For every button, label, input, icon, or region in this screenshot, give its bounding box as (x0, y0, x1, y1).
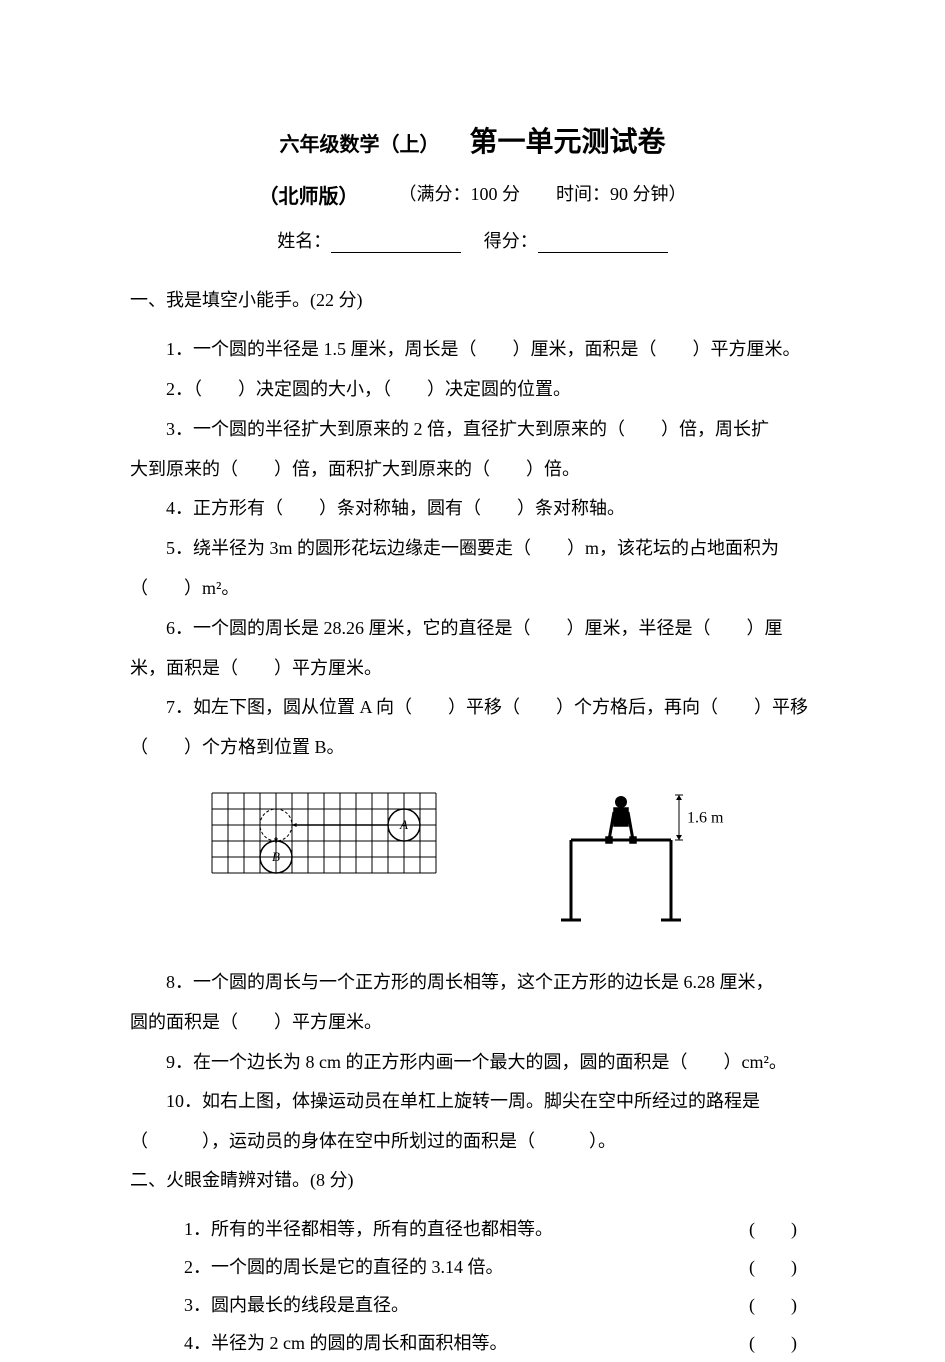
q1-5b: （ ）m²。 (130, 570, 815, 608)
q2-4-paren[interactable]: ( ) (749, 1325, 797, 1362)
svg-text:A: A (399, 817, 408, 832)
score-blank[interactable] (538, 235, 668, 253)
section2-title: 二、火眼金睛辨对错。(8 分) (130, 1163, 815, 1197)
q1-10a: 10．如右上图，体操运动员在单杠上旋转一周。脚尖在空中所经过的路程是 (130, 1083, 815, 1121)
score-time-info: （满分：100 分 时间：90 分钟） (399, 180, 687, 209)
q1-6b: 米，面积是（ ）平方厘米。 (130, 650, 815, 688)
q1-2: 2．（ ）决定圆的大小，（ ）决定圆的位置。 (130, 371, 815, 409)
q2-2: 2．一个圆的周长是它的直径的 3.14 倍。 (184, 1249, 504, 1287)
q1-6a: 6．一个圆的周长是 28.26 厘米，它的直径是（ ）厘米，半径是（ ）厘 (130, 610, 815, 648)
q1-3a: 3．一个圆的半径扩大到原来的 2 倍，直径扩大到原来的（ ）倍，周长扩 (130, 411, 815, 449)
gymnast-figure: 1.6 m (551, 785, 741, 940)
q1-7a: 7．如左下图，圆从位置 A 向（ ）平移（ ）个方格后，再向（ ）平移 (130, 689, 815, 727)
grade-label: 六年级数学（上） (279, 128, 439, 157)
q1-5a: 5．绕半径为 3m 的圆形花坛边缘走一圈要走（ ）m，该花坛的占地面积为 (130, 530, 815, 568)
q1-1: 1．一个圆的半径是 1.5 厘米，周长是（ ）厘米，面积是（ ）平方厘米。 (130, 331, 815, 369)
section1-title: 一、我是填空小能手。(22 分) (130, 283, 815, 317)
q1-10b: （ ），运动员的身体在空中所划过的面积是（ ）。 (130, 1123, 815, 1161)
q2-3: 3．圆内最长的线段是直径。 (184, 1287, 409, 1325)
svg-text:B: B (272, 849, 280, 864)
q1-8b: 圆的面积是（ ）平方厘米。 (130, 1004, 815, 1042)
q1-7b: （ ）个方格到位置 B。 (130, 729, 815, 767)
q2-1: 1．所有的半径都相等，所有的直径也都相等。 (184, 1211, 553, 1249)
edition-label: （北师版） (259, 180, 359, 209)
q1-4: 4．正方形有（ ）条对称轴，圆有（ ）条对称轴。 (130, 490, 815, 528)
q1-8a: 8．一个圆的周长与一个正方形的周长相等，这个正方形的边长是 6.28 厘米， (130, 964, 815, 1002)
q2-4: 4．半径为 2 cm 的圆的周长和面积相等。 (184, 1325, 508, 1362)
main-title: 第一单元测试卷 (469, 120, 665, 160)
q2-2-paren[interactable]: ( ) (749, 1249, 797, 1287)
grid-svg: AB (204, 785, 444, 881)
q2-3-paren[interactable]: ( ) (749, 1287, 797, 1325)
name-score-row: 姓名： 得分： (130, 227, 815, 253)
grid-figure: AB (204, 785, 444, 881)
gymnast-svg: 1.6 m (551, 785, 741, 935)
score-label: 得分： (484, 231, 538, 251)
q1-3b: 大到原来的（ ）倍，面积扩大到原来的（ ）倍。 (130, 451, 815, 489)
svg-text:1.6 m: 1.6 m (687, 809, 724, 826)
name-label: 姓名： (277, 231, 331, 251)
figures-row: AB 1.6 m (130, 785, 815, 940)
name-blank[interactable] (331, 235, 461, 253)
q2-1-paren[interactable]: ( ) (749, 1211, 797, 1249)
q1-9: 9．在一个边长为 8 cm 的正方形内画一个最大的圆，圆的面积是（ ）cm²。 (130, 1044, 815, 1082)
